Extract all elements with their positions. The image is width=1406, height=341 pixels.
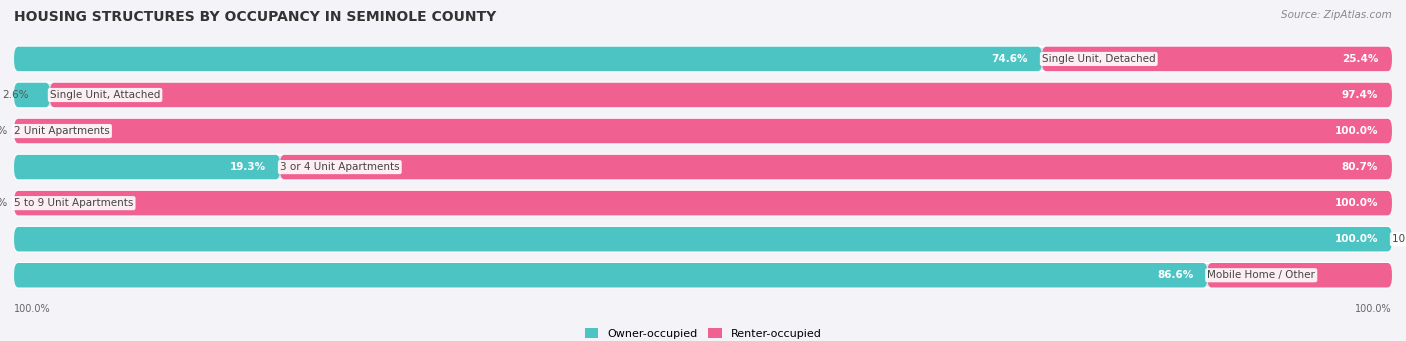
Text: Source: ZipAtlas.com: Source: ZipAtlas.com [1281,10,1392,20]
Text: 3 or 4 Unit Apartments: 3 or 4 Unit Apartments [280,162,399,172]
Text: Single Unit, Attached: Single Unit, Attached [49,90,160,100]
FancyBboxPatch shape [49,83,1392,107]
FancyBboxPatch shape [14,227,1392,251]
FancyBboxPatch shape [14,191,1392,216]
FancyBboxPatch shape [14,83,1392,107]
Text: 25.4%: 25.4% [1341,54,1378,64]
Text: 0.0%: 0.0% [0,126,7,136]
Text: 100.0%: 100.0% [1334,198,1378,208]
Text: 80.7%: 80.7% [1341,162,1378,172]
FancyBboxPatch shape [14,227,1392,251]
Text: 19.3%: 19.3% [231,162,266,172]
FancyBboxPatch shape [14,263,1392,287]
Text: 2 Unit Apartments: 2 Unit Apartments [14,126,110,136]
FancyBboxPatch shape [1208,263,1392,287]
Text: 10 or more Apartments: 10 or more Apartments [1392,234,1406,244]
Text: 100.0%: 100.0% [1334,234,1378,244]
Legend: Owner-occupied, Renter-occupied: Owner-occupied, Renter-occupied [581,324,825,341]
Text: Mobile Home / Other: Mobile Home / Other [1208,270,1315,280]
Text: 0.0%: 0.0% [0,198,7,208]
Text: 2.6%: 2.6% [3,90,30,100]
FancyBboxPatch shape [280,155,1392,179]
FancyBboxPatch shape [14,191,1392,216]
FancyBboxPatch shape [1042,47,1392,71]
FancyBboxPatch shape [14,263,1208,287]
FancyBboxPatch shape [14,47,1392,71]
Text: 100.0%: 100.0% [1355,304,1392,314]
FancyBboxPatch shape [14,83,49,107]
Text: Single Unit, Detached: Single Unit, Detached [1042,54,1156,64]
Text: 97.4%: 97.4% [1341,90,1378,100]
FancyBboxPatch shape [14,155,280,179]
FancyBboxPatch shape [14,119,1392,143]
Text: 100.0%: 100.0% [1334,126,1378,136]
Text: 5 to 9 Unit Apartments: 5 to 9 Unit Apartments [14,198,134,208]
Text: 74.6%: 74.6% [991,54,1028,64]
FancyBboxPatch shape [14,47,1042,71]
Text: 100.0%: 100.0% [14,304,51,314]
FancyBboxPatch shape [14,155,1392,179]
Text: 86.6%: 86.6% [1157,270,1194,280]
FancyBboxPatch shape [14,119,1392,143]
Text: HOUSING STRUCTURES BY OCCUPANCY IN SEMINOLE COUNTY: HOUSING STRUCTURES BY OCCUPANCY IN SEMIN… [14,10,496,24]
